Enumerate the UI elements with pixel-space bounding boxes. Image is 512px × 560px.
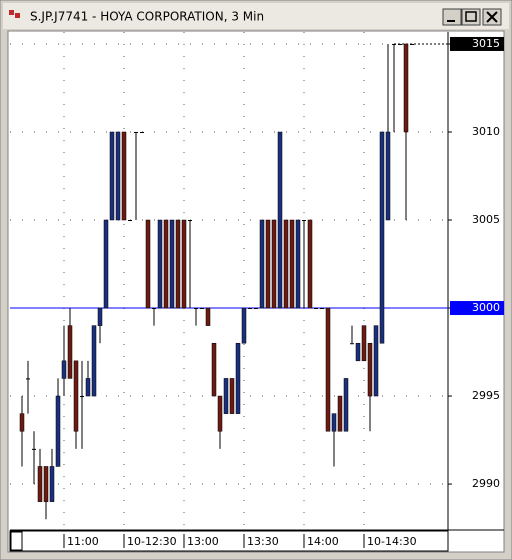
window-title: S.JP.J7741 - HOYA CORPORATION, 3 Min bbox=[30, 10, 264, 24]
y-tick-label: 3015 bbox=[472, 37, 500, 50]
candle-body bbox=[361, 325, 367, 362]
candle-body bbox=[73, 360, 79, 432]
x-tick-label: 10-12:30 bbox=[127, 535, 177, 548]
candle-body bbox=[373, 325, 379, 397]
candle-body bbox=[152, 308, 156, 310]
candle-body bbox=[283, 219, 289, 309]
title-bar bbox=[3, 3, 509, 29]
candle-body bbox=[175, 219, 181, 309]
candle-body bbox=[320, 308, 324, 310]
candle-body bbox=[410, 43, 414, 45]
candle-body bbox=[19, 413, 25, 432]
price-highlight bbox=[450, 36, 504, 51]
candle-body bbox=[271, 219, 277, 309]
scrollbar-thumb[interactable] bbox=[10, 531, 23, 551]
candle-body bbox=[43, 466, 49, 502]
candle-body bbox=[223, 378, 229, 414]
candle-body bbox=[392, 43, 396, 45]
candle-body bbox=[211, 342, 217, 397]
candle-body bbox=[385, 131, 391, 221]
candle-body bbox=[188, 220, 192, 222]
candle-body bbox=[337, 395, 343, 432]
y-tick-label: 3010 bbox=[472, 125, 500, 138]
candle-body bbox=[37, 466, 43, 502]
candle-body bbox=[91, 325, 97, 397]
window-buttons[interactable] bbox=[442, 8, 502, 26]
candle-body bbox=[265, 219, 271, 309]
candle-body bbox=[26, 378, 30, 380]
candle-body bbox=[97, 307, 103, 326]
candle-body bbox=[355, 342, 361, 362]
candle-body bbox=[157, 219, 163, 309]
candle-body bbox=[254, 308, 258, 310]
close-icon bbox=[486, 11, 498, 23]
x-tick-label: 13:30 bbox=[247, 535, 279, 548]
candle-body bbox=[248, 308, 252, 310]
candle-body bbox=[181, 219, 187, 309]
scrollbar[interactable] bbox=[9, 530, 449, 552]
x-tick-label: 14:00 bbox=[307, 535, 339, 548]
candle-body bbox=[169, 219, 175, 309]
candle-body bbox=[61, 360, 67, 379]
candle-body bbox=[235, 342, 241, 414]
candle-body bbox=[403, 43, 409, 133]
candle-body bbox=[217, 395, 223, 432]
candle-body bbox=[229, 378, 235, 414]
candle-body bbox=[32, 448, 36, 450]
x-tick-label: 11:00 bbox=[67, 535, 99, 548]
candle-body bbox=[302, 220, 306, 222]
candle-body bbox=[109, 131, 115, 221]
candle-body bbox=[277, 131, 283, 309]
y-tick-label: 2995 bbox=[472, 389, 500, 402]
candle-body bbox=[145, 219, 151, 309]
candle-body bbox=[331, 413, 337, 432]
candle-body bbox=[134, 131, 138, 133]
candle-body bbox=[350, 343, 354, 345]
candle-body bbox=[121, 131, 127, 221]
candle-body bbox=[49, 466, 55, 502]
candle-body bbox=[367, 342, 373, 397]
candle-body bbox=[379, 131, 385, 344]
maximize-icon bbox=[465, 11, 477, 22]
chart-panel bbox=[7, 30, 505, 553]
candle-body bbox=[307, 219, 313, 309]
candle-body bbox=[289, 219, 295, 309]
x-tick-label: 10-14:30 bbox=[367, 535, 417, 548]
candle-body bbox=[140, 131, 144, 133]
candle-body bbox=[163, 219, 169, 309]
candle-body bbox=[205, 307, 211, 326]
candle-body bbox=[80, 396, 84, 398]
app-icon bbox=[9, 10, 14, 15]
y-tick-label: 3005 bbox=[472, 213, 500, 226]
y-tick-label: 2990 bbox=[472, 477, 500, 490]
candle-body bbox=[241, 307, 247, 344]
candle-body bbox=[259, 219, 265, 309]
candle-body bbox=[325, 307, 331, 432]
app-icon bbox=[15, 13, 20, 18]
minimize-button[interactable] bbox=[442, 8, 462, 26]
candle-body bbox=[314, 308, 318, 310]
x-tick-label: 13:00 bbox=[187, 535, 219, 548]
candle-body bbox=[115, 131, 121, 221]
candle-body bbox=[343, 378, 349, 432]
price-highlight bbox=[450, 301, 504, 316]
candle-body bbox=[295, 219, 301, 309]
candle-body bbox=[55, 395, 61, 467]
candle-body bbox=[200, 308, 204, 310]
candle-body bbox=[103, 219, 109, 309]
candle-body bbox=[85, 378, 91, 397]
candle-body bbox=[398, 43, 402, 45]
candle-body bbox=[194, 308, 198, 310]
candle-body bbox=[67, 325, 73, 379]
candle-body bbox=[128, 220, 132, 222]
y-tick-label: 3000 bbox=[472, 301, 500, 314]
